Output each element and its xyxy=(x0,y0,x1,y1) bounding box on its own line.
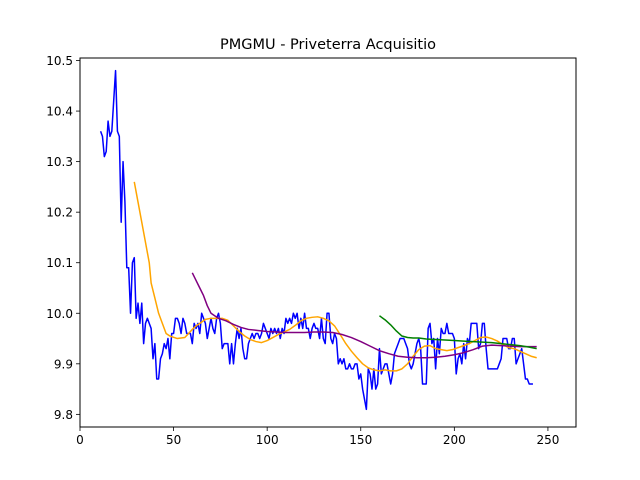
y-tick-label: 10.0 xyxy=(46,307,73,321)
y-tick-label: 9.9 xyxy=(54,357,73,371)
y-tick-label: 10.3 xyxy=(46,155,73,169)
series-line-3 xyxy=(191,272,537,359)
y-tick-label: 10.4 xyxy=(46,105,73,119)
y-tick-label: 9.8 xyxy=(54,408,73,422)
y-tick-label: 10.5 xyxy=(46,54,73,68)
x-tick-label: 0 xyxy=(76,433,84,447)
y-tick-label: 10.1 xyxy=(46,256,73,270)
x-tick-label: 150 xyxy=(349,433,372,447)
x-tick-label: 100 xyxy=(256,433,279,447)
series-line-4 xyxy=(379,315,537,350)
plot-area-frame xyxy=(79,57,577,428)
x-tick-label: 200 xyxy=(443,433,466,447)
series-layer xyxy=(99,69,537,411)
x-tick-label: 50 xyxy=(166,433,181,447)
chart-title: PMGMU - Priveterra Acquisitio xyxy=(220,37,436,53)
x-tick-label: 250 xyxy=(536,433,559,447)
series-line-2 xyxy=(133,181,537,372)
axes-layer: 0 50 100 150 200 250 9.8 9.9 10.0 10.1 10.2 10.3 10.… xyxy=(46,54,559,447)
series-line-1 xyxy=(99,69,533,411)
y-tick-label: 10.2 xyxy=(46,206,73,220)
